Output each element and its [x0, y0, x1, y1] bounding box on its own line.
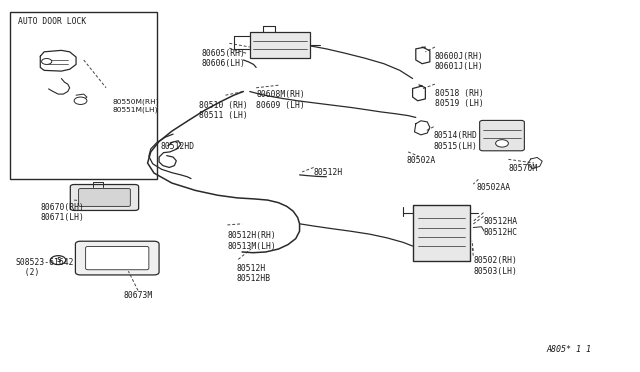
Text: 80502AA: 80502AA: [476, 183, 511, 192]
Text: 80512HD: 80512HD: [161, 142, 195, 151]
Text: 80605(RH)
80606(LH): 80605(RH) 80606(LH): [202, 49, 246, 68]
Text: 80608M(RH)
80609 (LH): 80608M(RH) 80609 (LH): [256, 90, 305, 110]
Text: 80570M: 80570M: [508, 164, 538, 173]
FancyBboxPatch shape: [250, 32, 310, 58]
Text: 80673M: 80673M: [124, 291, 152, 299]
Text: 80502A: 80502A: [406, 156, 435, 165]
Text: 80550M(RH)
80551M(LH): 80550M(RH) 80551M(LH): [113, 99, 159, 113]
Circle shape: [42, 58, 52, 64]
Text: 80600J(RH)
80601J(LH): 80600J(RH) 80601J(LH): [435, 52, 484, 71]
FancyBboxPatch shape: [86, 246, 149, 270]
FancyBboxPatch shape: [79, 189, 131, 206]
Circle shape: [495, 140, 508, 147]
Bar: [413, 205, 470, 261]
Text: 80514(RHD
80515(LH): 80514(RHD 80515(LH): [434, 131, 477, 151]
Circle shape: [74, 97, 87, 105]
Text: AUTO DOOR LOCK: AUTO DOOR LOCK: [18, 17, 86, 26]
Text: 80512H: 80512H: [314, 168, 343, 177]
Text: 80512H(RH)
80513M(LH): 80512H(RH) 80513M(LH): [227, 231, 276, 251]
Text: A805* 1 1: A805* 1 1: [547, 344, 592, 353]
Text: 80502(RH)
80503(LH): 80502(RH) 80503(LH): [473, 256, 517, 276]
FancyBboxPatch shape: [479, 121, 524, 151]
Bar: [10, 12, 157, 179]
Text: S: S: [56, 257, 60, 263]
Text: 80512HA
80512HC: 80512HA 80512HC: [483, 217, 518, 237]
FancyBboxPatch shape: [76, 241, 159, 275]
FancyBboxPatch shape: [70, 185, 139, 211]
Circle shape: [51, 256, 66, 264]
Text: S08523-61642
  (2): S08523-61642 (2): [15, 258, 74, 277]
Text: 80510 (RH)
80511 (LH): 80510 (RH) 80511 (LH): [198, 101, 248, 120]
Text: 80670(RH)
80671(LH): 80670(RH) 80671(LH): [40, 203, 84, 222]
Text: 80512H
80512HB: 80512H 80512HB: [237, 264, 271, 283]
Text: 80518 (RH)
80519 (LH): 80518 (RH) 80519 (LH): [435, 89, 484, 108]
